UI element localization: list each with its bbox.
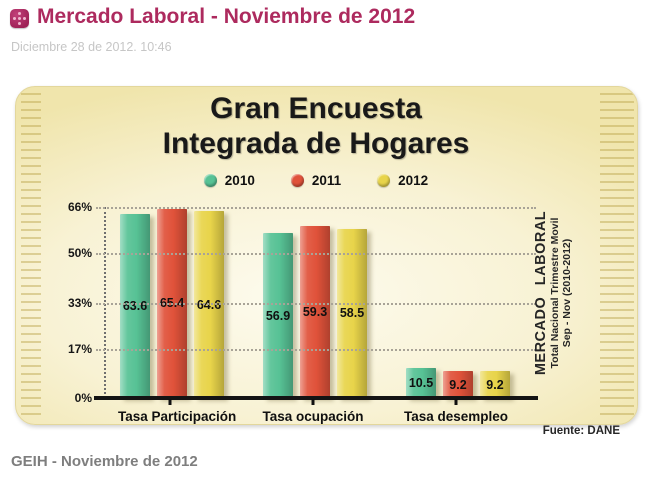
x-axis-label: Tasa ocupación: [261, 399, 365, 424]
bar-2011: 9.2: [443, 371, 473, 398]
gridline-33%: [96, 302, 536, 305]
legend-swatch-2010: [203, 174, 217, 187]
x-axis-line: [94, 396, 538, 400]
legend-label-2011: 2011: [311, 173, 342, 188]
bar-group-2: 56.9 59.3 58.5: [263, 207, 367, 398]
bar-2010: 63.6: [120, 213, 150, 398]
bar-value-label: 59.3: [302, 305, 328, 320]
legend-item-2010: 2010: [203, 173, 255, 188]
legend-swatch-2012: [377, 174, 391, 187]
chart-title-line1: Gran Encuesta: [210, 92, 422, 125]
flower-badge-icon: [10, 9, 29, 28]
bar-2010: 10.5: [406, 367, 436, 398]
gridline-66%: [96, 207, 536, 209]
bar-shading: [406, 367, 436, 398]
x-axis-label: Tasa Participación: [118, 399, 236, 424]
side-label-line2: Total Nacional Trimestre Movil: [549, 217, 561, 369]
legend-item-2011: 2011: [290, 173, 342, 188]
bar-2012: 64.6: [194, 211, 224, 398]
bar-value-label: 63.6: [122, 298, 148, 313]
x-axis-tick: [311, 399, 315, 405]
x-axis-labels: Tasa Participación Tasa ocupación Tasa des…: [104, 399, 534, 424]
chart-title-line2: Integrada de Hogares: [162, 127, 470, 160]
bar-shading: [443, 371, 473, 398]
chart-title: Gran Encuesta Integrada de Hogares: [46, 91, 586, 161]
bar-value-label: 58.5: [339, 306, 365, 321]
legend-label-2012: 2012: [398, 173, 429, 188]
gridline-50%: [96, 253, 536, 256]
source-credit: Fuente: DANE: [542, 425, 620, 437]
bar-shading: [337, 228, 367, 398]
bar-2012: 58.5: [337, 228, 367, 398]
right-ridge-decoration: [600, 93, 634, 418]
side-label-line1: MERCADO LABORAL: [533, 210, 549, 376]
y-tick-label: 0%: [74, 391, 92, 405]
y-tick-label: 66%: [67, 200, 92, 214]
legend-label-2010: 2010: [224, 173, 255, 188]
bar-shading: [263, 233, 293, 398]
x-axis-tick: [454, 399, 458, 405]
x-axis-label-text: Tasa Participación: [118, 409, 237, 424]
chart-card: Gran Encuesta Integrada de Hogares 2010 …: [15, 86, 638, 425]
left-ridge-decoration: [21, 93, 41, 418]
y-tick-label: 17%: [67, 341, 92, 356]
side-label-line3: Sep - Nov (2010-2012): [561, 238, 573, 348]
bar-value-label: 9.2: [486, 377, 504, 392]
bar-value-label: 56.9: [265, 308, 291, 323]
side-vertical-label: MERCADO LABORAL Total Nacional Trimestre…: [533, 211, 573, 375]
bar-2012: 9.2: [480, 371, 510, 398]
legend-item-2012: 2012: [377, 173, 428, 188]
bar-value-label: 10.5: [408, 375, 434, 390]
legend-swatch-2011: [290, 174, 304, 187]
x-axis-tick: [168, 399, 172, 405]
page-footer: GEIH - Noviembre de 2012: [11, 453, 198, 470]
y-tick-label: 50%: [67, 246, 92, 261]
y-tick-label: 33%: [67, 295, 92, 310]
legend: 2010 2011 2012: [46, 173, 586, 188]
publish-date: Diciembre 28 de 2012. 10:46: [11, 40, 172, 54]
y-axis-labels: 66% 50% 33% 17% 0%: [54, 200, 98, 405]
x-axis-label-text: Tasa ocupación: [262, 409, 364, 424]
bar-2011: 59.3: [300, 226, 330, 398]
page-title: Mercado Laboral - Noviembre de 2012: [37, 5, 416, 28]
bar-shading: [194, 211, 224, 398]
x-axis-label: Tasa desempleo: [404, 399, 509, 424]
bar-2010: 56.9: [263, 233, 293, 398]
x-axis-label-text: Tasa desempleo: [404, 409, 509, 424]
bar-value-label: 64.6: [196, 297, 222, 312]
bar-shading: [480, 371, 510, 398]
gridline-17%: [96, 348, 536, 351]
bar-shading: [120, 213, 150, 398]
bar-value-label: 9.2: [449, 377, 467, 392]
plot-area: 63.6 65.4 64.6 56.9 59.3 58.5 10.5 9.2 9.2: [94, 207, 538, 400]
bar-group-3: 10.5 9.2 9.2: [406, 207, 510, 398]
